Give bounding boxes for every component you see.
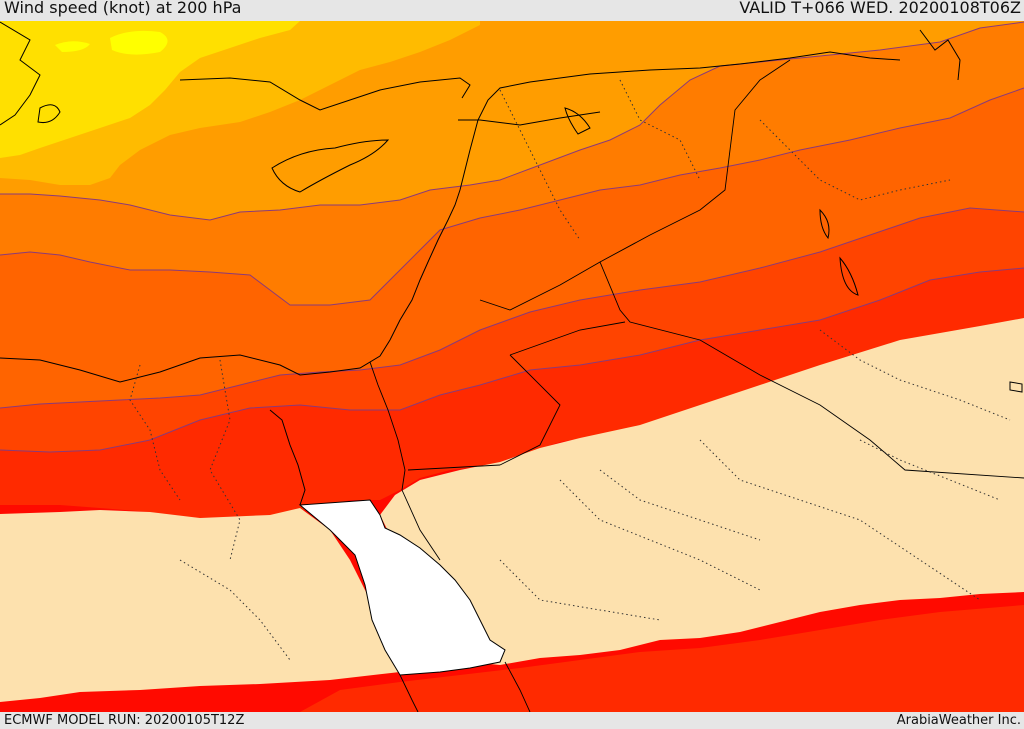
valid-time: VALID T+066 WED. 20200108T06Z [739, 0, 1021, 17]
model-run: ECMWF MODEL RUN: 20200105T12Z [4, 713, 245, 728]
band-yellow-bright-2 [55, 41, 90, 52]
band-yellow [0, 21, 300, 158]
map-title: Wind speed (knot) at 200 hPa [4, 0, 242, 17]
footer-bar: ECMWF MODEL RUN: 20200105T12Z ArabiaWeat… [0, 712, 1024, 729]
band-yellow-bright-1 [110, 30, 168, 55]
map-canvas [0, 21, 1024, 712]
contour-lines [0, 21, 1024, 453]
country-borders [369, 59, 1024, 712]
red-sea [298, 499, 506, 676]
header-bar: Wind speed (knot) at 200 hPa VALID T+066… [0, 0, 1024, 21]
coastlines [0, 21, 1023, 506]
credit: ArabiaWeather Inc. [896, 713, 1021, 728]
wind-speed-map [0, 21, 1024, 712]
band-calm-egypt [0, 508, 400, 702]
band-calm-arabia [380, 318, 1024, 665]
band-red-south [300, 605, 1024, 712]
admin-boundaries [129, 79, 1011, 661]
